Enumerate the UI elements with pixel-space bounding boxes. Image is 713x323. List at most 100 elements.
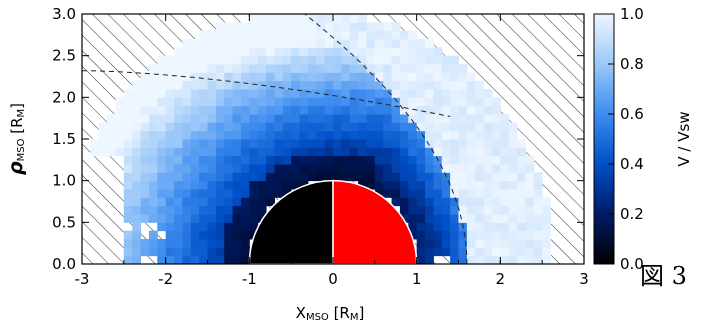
heatmap-cell xyxy=(324,155,334,165)
heatmap-cell xyxy=(190,172,200,182)
heatmap-cell xyxy=(475,147,485,157)
heatmap-cell xyxy=(157,80,167,90)
heatmap-cell xyxy=(349,139,359,148)
heatmap-cell xyxy=(174,172,183,182)
heatmap-cell xyxy=(266,172,275,182)
heatmap-cell xyxy=(157,222,167,232)
heatmap-cell xyxy=(98,130,108,140)
heatmap-cell xyxy=(475,139,485,148)
heatmap-cell xyxy=(324,139,334,148)
heatmap-cell xyxy=(291,97,301,107)
heatmap-cell xyxy=(483,255,493,264)
heatmap-cell xyxy=(224,47,234,57)
heatmap-cell xyxy=(132,222,142,232)
heatmap-cell xyxy=(525,180,535,190)
heatmap-cell xyxy=(450,180,459,190)
heatmap-cell xyxy=(232,114,242,123)
heatmap-cell xyxy=(483,164,493,173)
heatmap-cell xyxy=(199,122,208,132)
heatmap-cell xyxy=(391,30,401,40)
heatmap-cell xyxy=(441,55,451,65)
heatmap-cell xyxy=(207,247,217,257)
heatmap-cell xyxy=(232,64,242,73)
heatmap-cell xyxy=(333,147,342,157)
heatmap-cell xyxy=(274,64,284,73)
heatmap-cell xyxy=(215,89,225,98)
heatmap-cell xyxy=(374,114,384,123)
heatmap-cell xyxy=(249,72,259,82)
y-axis-title: ρMSO [RM] xyxy=(5,103,27,175)
heatmap-cell xyxy=(508,197,518,207)
heatmap-cell xyxy=(190,80,200,90)
heatmap-cell xyxy=(391,122,401,132)
heatmap-cell xyxy=(358,55,367,65)
heatmap-cell xyxy=(475,122,485,132)
heatmap-cell xyxy=(274,172,284,182)
heatmap-cell xyxy=(458,114,468,123)
heatmap-cell xyxy=(274,39,284,48)
heatmap-cell xyxy=(282,147,292,157)
heatmap-cell xyxy=(182,130,192,140)
heatmap-cell xyxy=(190,164,200,173)
heatmap-cell xyxy=(140,89,150,98)
heatmap-cell xyxy=(450,255,459,264)
x-tick-label: 3 xyxy=(579,270,589,288)
heatmap-cell xyxy=(282,64,292,73)
heatmap-cell xyxy=(232,164,242,173)
heatmap-cell xyxy=(341,97,351,107)
heatmap-cell xyxy=(199,147,208,157)
heatmap-cell xyxy=(341,47,351,57)
heatmap-cell xyxy=(232,139,242,148)
heatmap-cell xyxy=(249,164,259,173)
heatmap-cell xyxy=(207,122,217,132)
heatmap-cell xyxy=(199,80,208,90)
heatmap-cell xyxy=(441,147,451,157)
heatmap-cell xyxy=(132,155,142,165)
heatmap-cell xyxy=(433,97,443,107)
heatmap-cell xyxy=(266,30,275,40)
heatmap-cell xyxy=(433,80,443,90)
heatmap-cell xyxy=(207,197,217,207)
heatmap-cell xyxy=(458,89,468,98)
y-tick-label: 1.5 xyxy=(52,130,76,148)
heatmap-cell xyxy=(391,80,401,90)
heatmap-cell xyxy=(366,64,376,73)
heatmap-cell xyxy=(316,55,326,65)
heatmap-cell xyxy=(341,14,351,23)
heatmap-cell xyxy=(425,105,434,115)
heatmap-cell xyxy=(266,180,275,190)
heatmap-cell xyxy=(257,122,267,132)
heatmap-cell xyxy=(366,147,376,157)
heatmap-cell xyxy=(140,197,150,207)
heatmap-cell xyxy=(182,180,192,190)
heatmap-cell xyxy=(542,214,552,223)
x-tick-label: 0 xyxy=(328,270,338,288)
heatmap-cell xyxy=(257,205,267,215)
heatmap-cell xyxy=(450,239,459,248)
heatmap-cell xyxy=(525,189,535,198)
heatmap-cell xyxy=(157,122,167,132)
heatmap-cell xyxy=(182,247,192,257)
heatmap-cell xyxy=(174,114,183,123)
heatmap-cell xyxy=(190,105,200,115)
heatmap-cell xyxy=(299,14,309,23)
heatmap-cell xyxy=(425,197,434,207)
heatmap-cell xyxy=(140,80,150,90)
heatmap-cell xyxy=(199,130,208,140)
heatmap-cell xyxy=(324,114,334,123)
heatmap-cell xyxy=(466,105,476,115)
heatmap-cell xyxy=(316,130,326,140)
heatmap-cell xyxy=(299,30,309,40)
heatmap-cell xyxy=(299,72,309,82)
heatmap-cell xyxy=(174,97,183,107)
heatmap-cell xyxy=(123,172,133,182)
heatmap-cell xyxy=(299,55,309,65)
heatmap-cell xyxy=(475,155,485,165)
heatmap-cell xyxy=(291,72,301,82)
heatmap-cell xyxy=(190,130,200,140)
heatmap-cell xyxy=(450,130,459,140)
heatmap-cell xyxy=(148,130,158,140)
heatmap-cell xyxy=(174,64,183,73)
heatmap-cell xyxy=(240,164,250,173)
heatmap-cell xyxy=(157,89,167,98)
